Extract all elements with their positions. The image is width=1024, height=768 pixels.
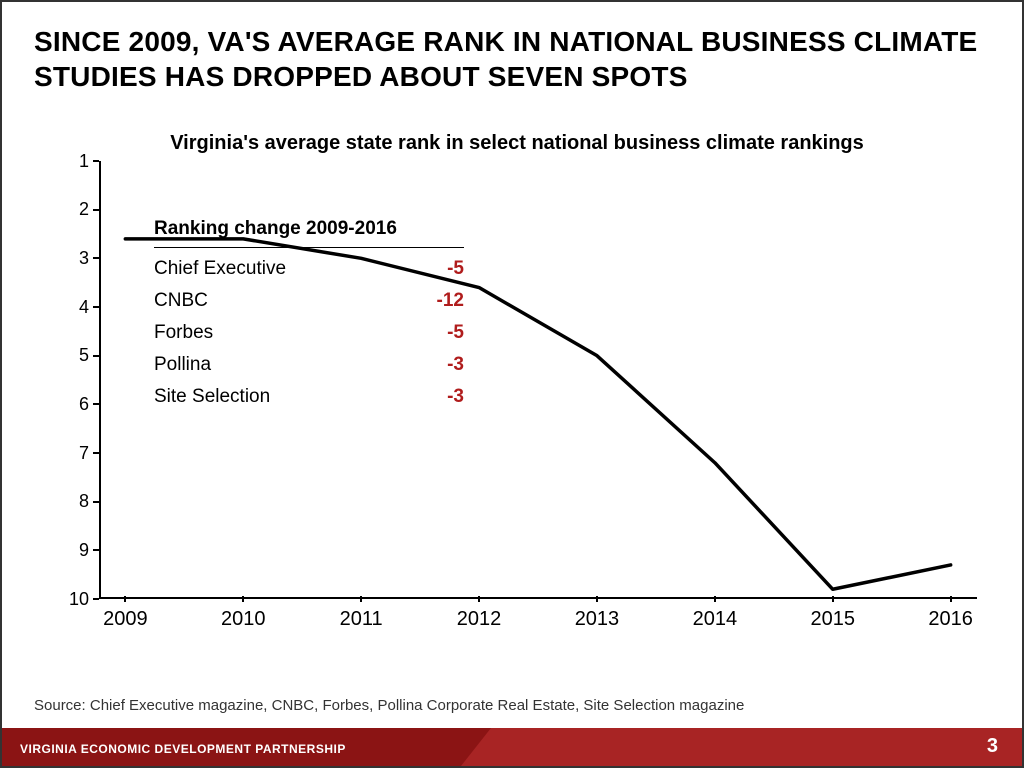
row-label: CNBC — [154, 290, 208, 312]
row-label: Site Selection — [154, 386, 270, 408]
page-title: SINCE 2009, VA'S AVERAGE RANK IN NATIONA… — [34, 24, 990, 94]
x-tick-label: 2013 — [575, 608, 620, 631]
ranking-change-table: Ranking change 2009-2016 Chief Executive… — [154, 218, 464, 408]
table-row: Chief Executive -5 — [154, 248, 464, 280]
row-value: -5 — [447, 258, 464, 280]
footer-text: VIRGINIA ECONOMIC DEVELOPMENT PARTNERSHI… — [20, 742, 346, 756]
row-label: Forbes — [154, 322, 213, 344]
row-value: -3 — [447, 386, 464, 408]
x-tick-label: 2016 — [928, 608, 973, 631]
x-tick-label: 2011 — [340, 608, 383, 631]
x-tick-label: 2014 — [693, 608, 738, 631]
slide: SINCE 2009, VA'S AVERAGE RANK IN NATIONA… — [0, 0, 1024, 768]
row-label: Chief Executive — [154, 258, 286, 280]
footer-bar: VIRGINIA ECONOMIC DEVELOPMENT PARTNERSHI… — [2, 728, 1022, 766]
x-tick-label: 2015 — [811, 608, 856, 631]
row-label: Pollina — [154, 354, 211, 376]
table-row: Forbes -5 — [154, 312, 464, 344]
source-note: Source: Chief Executive magazine, CNBC, … — [34, 697, 744, 714]
table-row: Pollina -3 — [154, 344, 464, 376]
table-row: Site Selection -3 — [154, 376, 464, 408]
row-value: -3 — [447, 354, 464, 376]
row-value: -5 — [447, 322, 464, 344]
page-number: 3 — [987, 735, 998, 758]
row-value: -12 — [437, 290, 464, 312]
table-header: Ranking change 2009-2016 — [154, 218, 464, 248]
table-row: CNBC -12 — [154, 280, 464, 312]
x-tick-label: 2010 — [221, 608, 266, 631]
x-tick-label: 2012 — [457, 608, 502, 631]
x-tick-label: 2009 — [103, 608, 148, 631]
chart-title: Virginia's average state rank in select … — [57, 132, 977, 155]
